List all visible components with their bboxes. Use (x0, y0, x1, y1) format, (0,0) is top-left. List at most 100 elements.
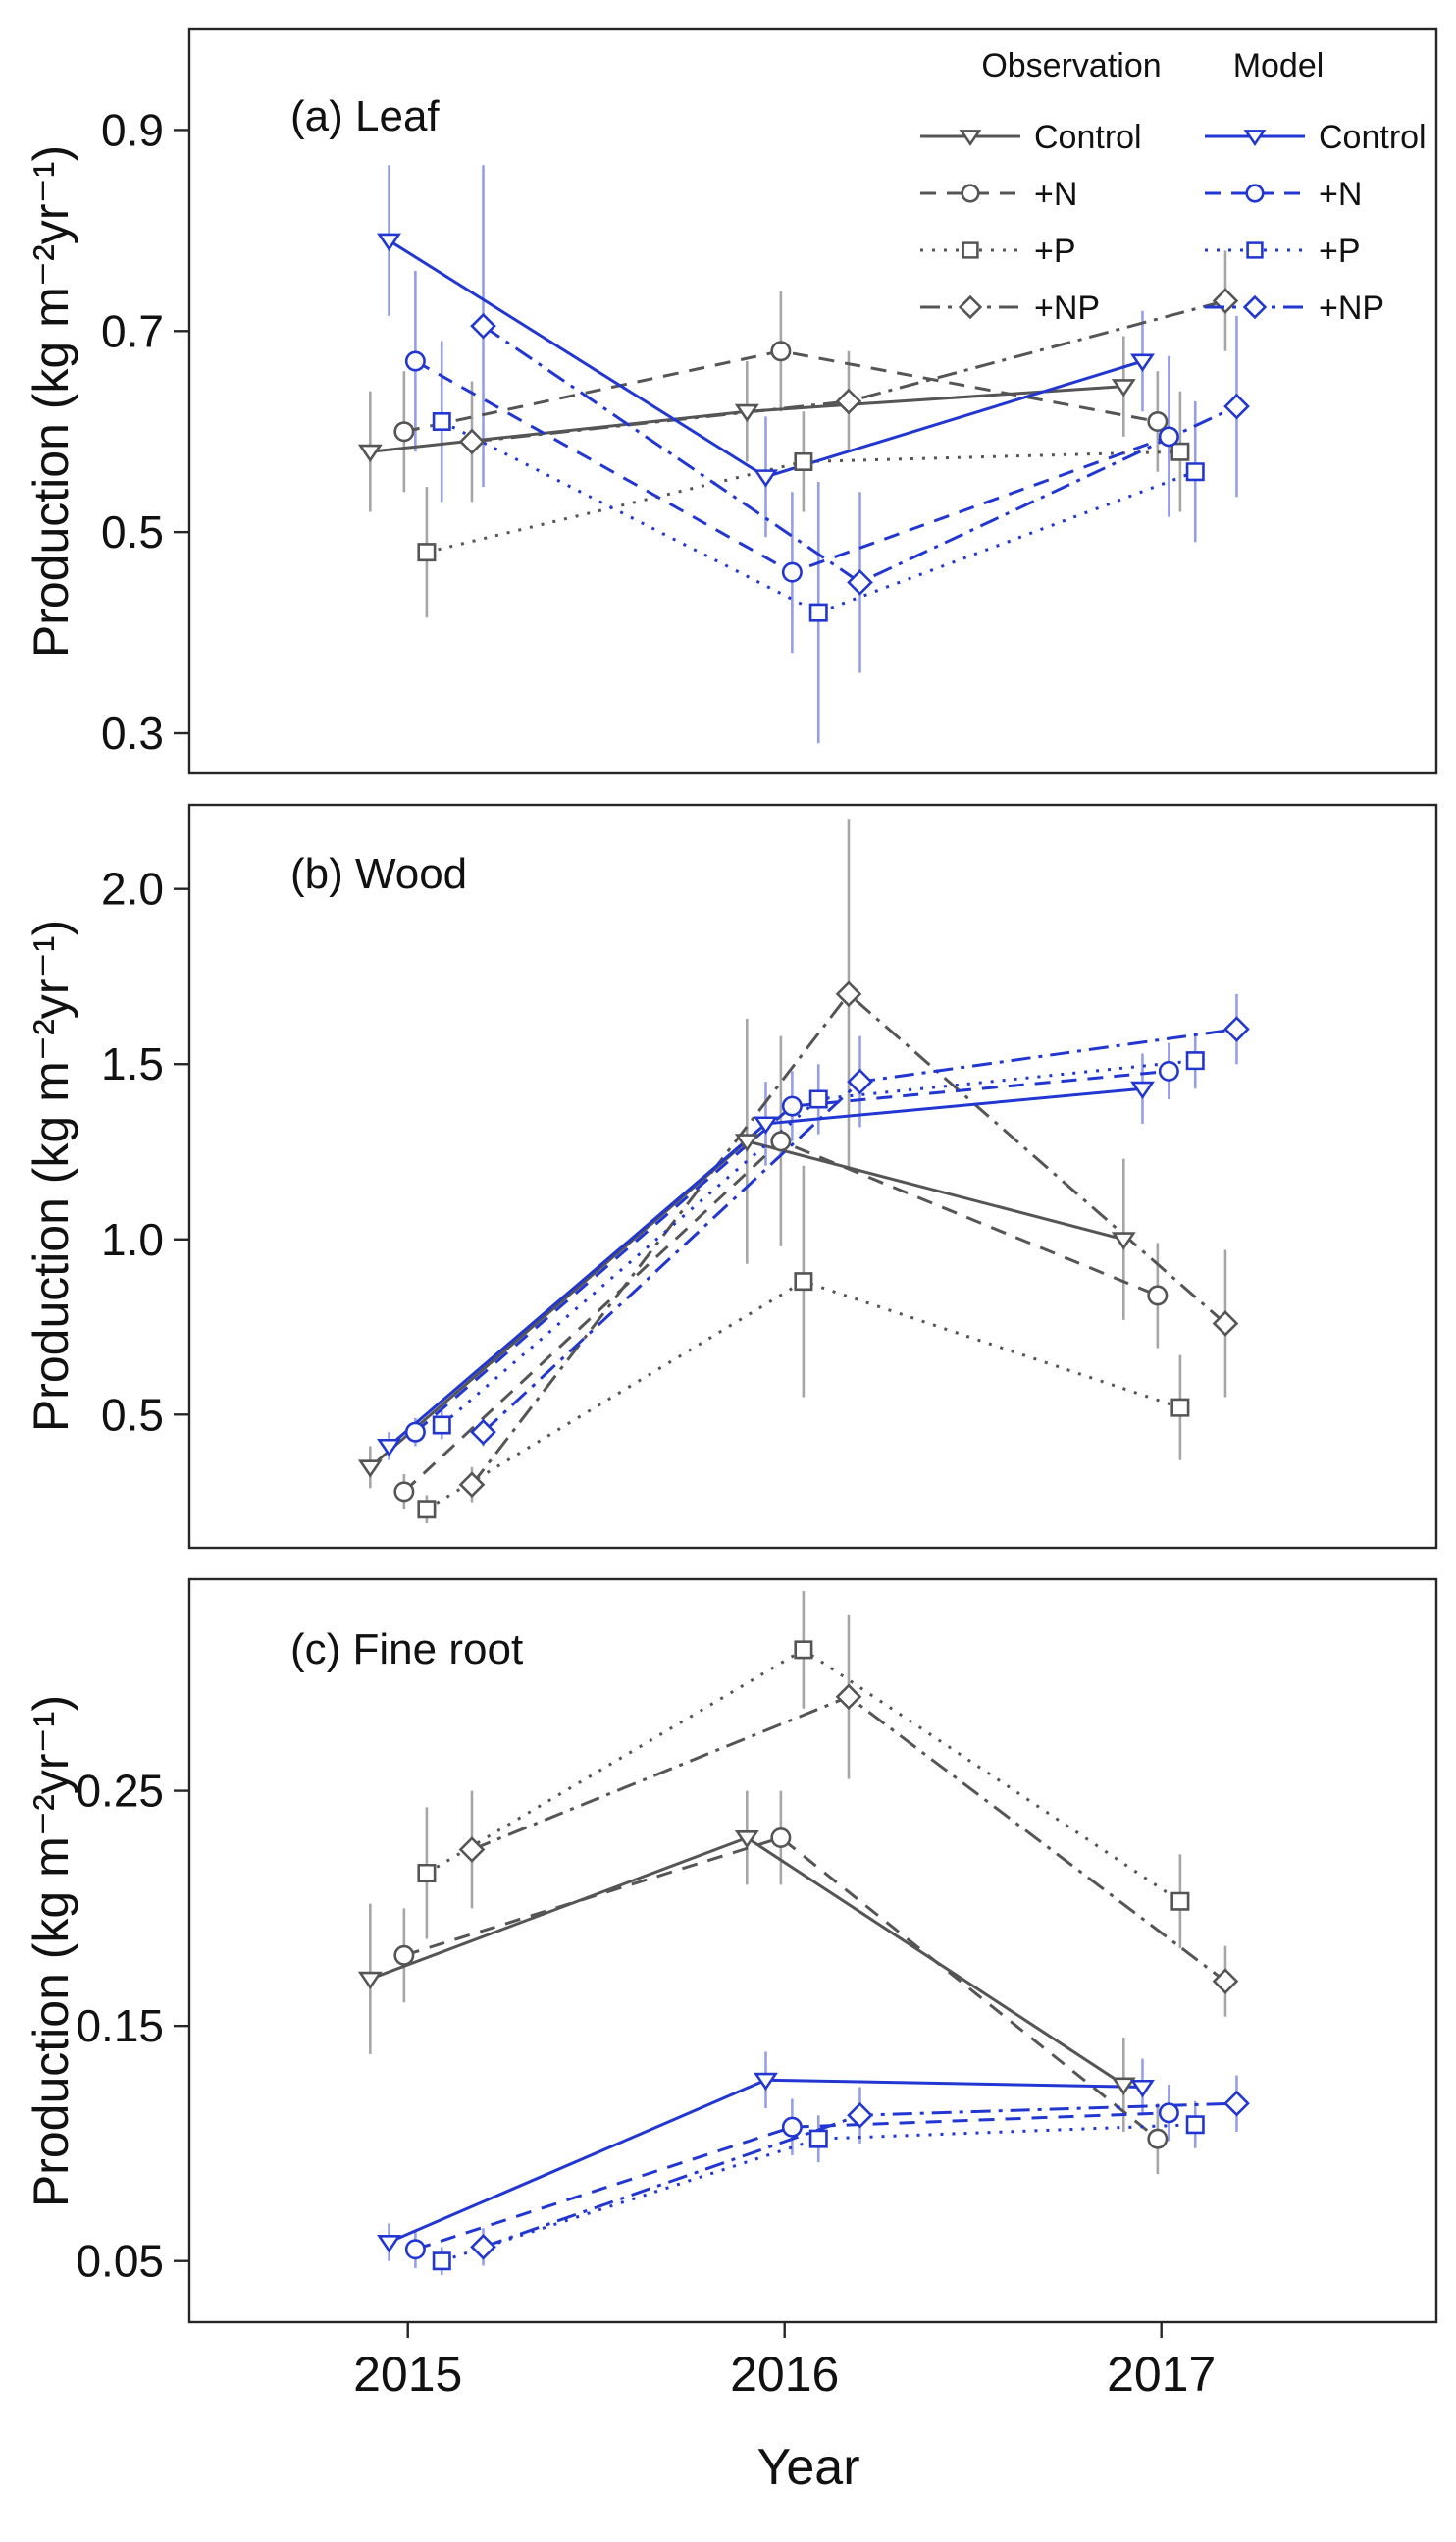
square-marker (794, 1640, 813, 1660)
circle-marker (1158, 2102, 1179, 2124)
y-tick-label: 1.5 (101, 1038, 164, 1089)
circle-marker (393, 421, 415, 443)
series-markers-observation-+N (393, 341, 1169, 443)
diamond-marker (458, 1836, 486, 1863)
diamond-marker (847, 2101, 873, 2129)
y-tick-label: 0.3 (101, 708, 164, 759)
series-markers-model-+P (432, 2115, 1205, 2271)
series-markers-observation-Control (357, 379, 1136, 463)
legend-label: +P (1319, 233, 1361, 270)
square-marker (417, 1500, 437, 1519)
circle-marker (770, 341, 792, 362)
square-marker (1185, 1051, 1205, 1071)
series-markers-model-+NP (470, 1016, 1250, 1446)
series-markers-observation-Control (357, 1830, 1136, 2095)
errorbars-observation-+P (425, 391, 1182, 618)
triangle-down-marker (1111, 1232, 1136, 1250)
series-line-model-+N (414, 2111, 1170, 2251)
square-marker (1185, 462, 1205, 482)
triangle-down-marker (754, 469, 778, 488)
square-marker (1246, 241, 1264, 259)
errorbars-model-+P (440, 341, 1197, 744)
triangle-down-marker (1130, 353, 1155, 372)
triangle-down-marker (377, 1438, 401, 1457)
y-tick-label: 1.0 (101, 1214, 164, 1265)
square-marker (432, 1415, 451, 1435)
series-markers-model-Control (377, 1081, 1155, 1457)
triangle-down-marker (959, 130, 982, 147)
diamond-marker (835, 388, 862, 415)
triangle-down-marker (1130, 2079, 1155, 2098)
legend-label: Control (1034, 119, 1142, 156)
y-tick-label: 2.0 (101, 864, 164, 915)
square-marker (1185, 2115, 1205, 2135)
panel-a-y-axis-label: Production (kg m⁻²yr⁻¹) (24, 144, 78, 659)
series-markers-observation-+P (417, 442, 1190, 562)
legend-header-observation: Observation (981, 47, 1161, 84)
legend-label: Control (1319, 119, 1427, 156)
y-tick-label: 0.25 (76, 1766, 164, 1817)
errorbars-observation-+NP (470, 1614, 1227, 2017)
square-marker (432, 2251, 451, 2271)
circle-marker (1158, 1060, 1179, 1082)
triangle-down-marker (754, 2072, 778, 2092)
triangle-down-marker (377, 2235, 401, 2253)
series-markers-model-+NP (470, 312, 1250, 596)
square-marker (432, 411, 451, 431)
triangle-down-marker (1243, 130, 1267, 147)
diamond-marker (458, 1471, 486, 1499)
triangle-down-marker (377, 233, 401, 252)
diamond-marker (1212, 1968, 1239, 1994)
errorbars-observation-+NP (470, 819, 1227, 1503)
series-markers-model-Control (377, 233, 1155, 488)
square-marker (808, 1089, 828, 1109)
triangle-down-marker (734, 403, 759, 423)
diamond-marker (1242, 294, 1268, 320)
panel-c-y-axis-label: Production (kg m⁻²yr⁻¹) (24, 1694, 78, 2208)
diamond-marker (958, 294, 983, 320)
circle-marker (770, 1827, 792, 1849)
panel-c-title: (c) Fine root (290, 1625, 524, 1673)
panel-b-y-axis-label: Production (kg m⁻²yr⁻¹) (24, 919, 78, 1433)
series-line-observation-+N (403, 1835, 1159, 2141)
circle-marker (393, 1481, 415, 1503)
square-marker (1170, 1398, 1190, 1417)
legend-header-model: Model (1233, 47, 1325, 84)
x-tick-label: 2015 (353, 2347, 462, 2402)
diamond-marker (470, 2234, 496, 2260)
circle-marker (781, 2116, 803, 2138)
triangle-down-marker (734, 1830, 759, 1849)
square-marker (1170, 1891, 1190, 1911)
panel-c-plot: 0.05 0.15 0.25 2015 2016 2017 (76, 1577, 1438, 2402)
series-markers-observation-Control (357, 1134, 1136, 1478)
circle-marker (1147, 1285, 1169, 1306)
errorbars-model-+P (440, 2100, 1197, 2276)
series-markers-model-+P (432, 1051, 1205, 1435)
square-marker (808, 603, 828, 622)
diamond-marker (1223, 1016, 1250, 1042)
diamond-marker (1223, 2090, 1250, 2117)
circle-marker (1158, 426, 1179, 448)
series-markers-observation-+P (417, 1272, 1190, 1519)
square-marker (962, 241, 979, 259)
legend-label: +N (1319, 176, 1362, 213)
panel-border (187, 803, 1438, 1550)
triangle-down-marker (357, 1459, 383, 1478)
circle-marker (404, 1421, 426, 1443)
errorbars-observation-+N (402, 1035, 1160, 1509)
circle-marker (1147, 410, 1169, 432)
series-line-model-+P (441, 1059, 1196, 1427)
diamond-marker (470, 312, 496, 340)
legend-label: +NP (1034, 290, 1100, 327)
x-tick-label: 2017 (1107, 2347, 1216, 2402)
x-tick-label: 2016 (730, 2347, 839, 2402)
series-line-observation-+NP (471, 299, 1226, 444)
series-markers-model-+P (432, 411, 1205, 622)
square-marker (794, 1272, 813, 1292)
series-markers-model-+N (404, 1060, 1179, 1443)
series-markers-model-+N (404, 350, 1179, 583)
circle-marker (781, 561, 803, 583)
triangle-down-marker (754, 1116, 778, 1135)
circle-marker (393, 1944, 415, 1966)
